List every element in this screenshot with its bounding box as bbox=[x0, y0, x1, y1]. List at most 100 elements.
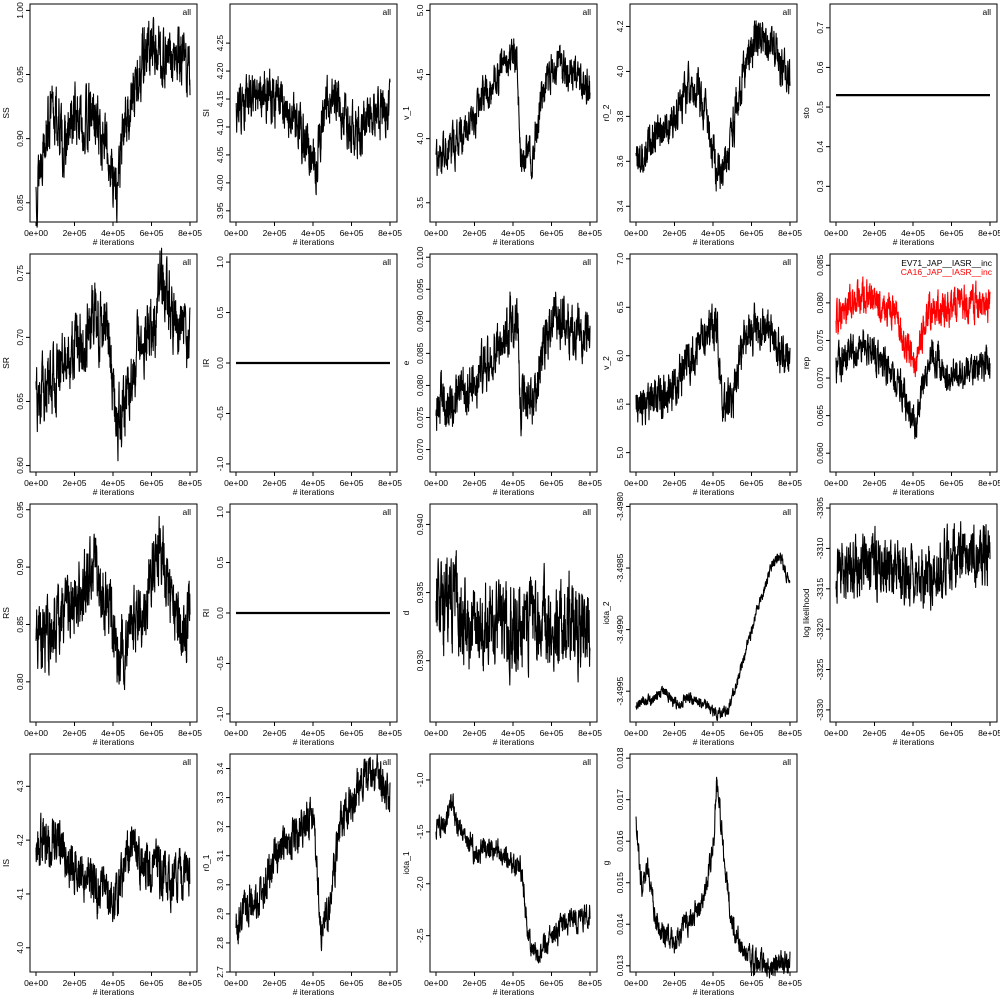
x-tick-label: 2e+05 bbox=[263, 478, 287, 488]
y-tick-label: 0.080 bbox=[415, 375, 425, 397]
x-axis-label: # iterations bbox=[493, 987, 535, 997]
series-line bbox=[635, 20, 791, 192]
x-tick-label: 4e+05 bbox=[901, 228, 925, 238]
y-tick-label: 0.5 bbox=[215, 306, 225, 318]
x-tick-label: 0e+00 bbox=[424, 478, 448, 488]
y-tick-label: 0.7 bbox=[815, 22, 825, 34]
y-tick-label: -3.4985 bbox=[615, 553, 625, 582]
y-tick-label: 0.075 bbox=[815, 330, 825, 352]
x-tick-label: 0e+00 bbox=[624, 728, 648, 738]
y-tick-label: 0.075 bbox=[415, 407, 425, 429]
x-tick-label: 6e+05 bbox=[740, 478, 764, 488]
y-tick-label: -3320 bbox=[815, 618, 825, 640]
y-tick-label: 3.4 bbox=[615, 200, 625, 212]
x-tick-label: 4e+05 bbox=[701, 228, 725, 238]
x-tick-label: 4e+05 bbox=[101, 978, 125, 988]
y-tick-label: 0.095 bbox=[415, 278, 425, 300]
y-tick-label: 4.10 bbox=[215, 118, 225, 135]
y-tick-label: 0.95 bbox=[15, 66, 25, 83]
x-tick-label: 0e+00 bbox=[824, 728, 848, 738]
x-axis-label: # iterations bbox=[293, 737, 335, 747]
panel-tag: all bbox=[182, 757, 191, 767]
y-tick-label: 6.5 bbox=[615, 301, 625, 313]
x-tick-label: 0e+00 bbox=[24, 228, 48, 238]
x-tick-label: 8e+05 bbox=[178, 978, 202, 988]
trace-panel-ss: 0e+00 2e+05 4e+05 6e+05 8e+05 # iterations 0.8… bbox=[1, 2, 202, 247]
x-tick-label: 6e+05 bbox=[140, 728, 164, 738]
x-tick-label: 6e+05 bbox=[540, 228, 564, 238]
trace-panel-rs: 0e+00 2e+05 4e+05 6e+05 8e+05 # iterations 0.8… bbox=[1, 501, 202, 747]
x-tick-label: 4e+05 bbox=[701, 728, 725, 738]
trace-panel-r0-2: 0e+00 2e+05 4e+05 6e+05 8e+05 # iterations 3.4… bbox=[601, 3, 802, 247]
y-axis-label: log likelihood bbox=[801, 588, 811, 637]
y-axis-label: r0_2 bbox=[601, 104, 611, 121]
x-tick-label: 2e+05 bbox=[663, 478, 687, 488]
panel-tag: all bbox=[782, 757, 791, 767]
y-tick-label: 3.95 bbox=[215, 202, 225, 219]
y-tick-label: 2.7 bbox=[215, 966, 225, 978]
trace-panel-v-2: 0e+00 2e+05 4e+05 6e+05 8e+05 # iterations 5.0… bbox=[601, 253, 802, 497]
x-tick-label: 2e+05 bbox=[63, 728, 87, 738]
x-tick-label: 2e+05 bbox=[463, 228, 487, 238]
series-line bbox=[35, 16, 191, 228]
x-tick-label: 8e+05 bbox=[778, 728, 802, 738]
y-tick-label: -3325 bbox=[815, 658, 825, 680]
trace-panel-rep: 0e+00 2e+05 4e+05 6e+05 8e+05 # iterations 0.0… bbox=[801, 253, 1000, 497]
y-tick-label: -0.5 bbox=[215, 656, 225, 671]
x-axis-label: # iterations bbox=[93, 987, 135, 997]
x-tick-label: 2e+05 bbox=[63, 978, 87, 988]
trace-panel-v-1: 0e+00 2e+05 4e+05 6e+05 8e+05 # iterations 3.5… bbox=[401, 3, 602, 247]
y-tick-label: 0.085 bbox=[415, 342, 425, 364]
x-tick-label: 6e+05 bbox=[740, 228, 764, 238]
x-tick-label: 8e+05 bbox=[578, 728, 602, 738]
y-axis-label: r0_1 bbox=[201, 854, 211, 871]
x-tick-label: 6e+05 bbox=[340, 478, 364, 488]
x-tick-label: 0e+00 bbox=[224, 478, 248, 488]
x-tick-label: 4e+05 bbox=[501, 478, 525, 488]
y-tick-label: 1.00 bbox=[15, 2, 25, 19]
x-tick-label: 8e+05 bbox=[978, 728, 1000, 738]
y-tick-label: -1.5 bbox=[415, 824, 425, 839]
y-tick-label: 4.0 bbox=[415, 132, 425, 144]
x-axis-label: # iterations bbox=[93, 237, 135, 247]
y-tick-label: 0.016 bbox=[615, 830, 625, 852]
y-axis-label: IS bbox=[1, 859, 11, 867]
y-tick-label: -1.0 bbox=[215, 706, 225, 721]
x-tick-label: 6e+05 bbox=[140, 978, 164, 988]
x-axis-label: # iterations bbox=[293, 987, 335, 997]
plot-frame bbox=[829, 3, 998, 223]
x-tick-label: 8e+05 bbox=[978, 228, 1000, 238]
panel-tag: all bbox=[382, 507, 391, 517]
trace-panel-log-likelihood: 0e+00 2e+05 4e+05 6e+05 8e+05 # iterations -33… bbox=[801, 497, 1000, 747]
x-tick-label: 2e+05 bbox=[663, 978, 687, 988]
panel-tag: all bbox=[582, 7, 591, 17]
legend-entry: CA16_JAP__IASR__inc bbox=[901, 267, 993, 277]
y-tick-label: 0.85 bbox=[15, 616, 25, 633]
y-tick-label: 0.013 bbox=[615, 955, 625, 977]
panel-tag: all bbox=[782, 7, 791, 17]
y-tick-label: 0.060 bbox=[815, 442, 825, 464]
y-tick-label: 0.70 bbox=[15, 329, 25, 346]
x-tick-label: 4e+05 bbox=[901, 478, 925, 488]
series-line bbox=[235, 753, 391, 952]
y-tick-label: 0.017 bbox=[615, 789, 625, 811]
series-line bbox=[435, 38, 591, 180]
y-tick-label: 0.070 bbox=[415, 439, 425, 461]
y-tick-label: -3315 bbox=[815, 578, 825, 600]
x-tick-label: 0e+00 bbox=[624, 228, 648, 238]
panel-tag: all bbox=[182, 507, 191, 517]
y-tick-label: 0.0 bbox=[215, 607, 225, 619]
x-axis-label: # iterations bbox=[693, 237, 735, 247]
x-tick-label: 2e+05 bbox=[463, 478, 487, 488]
plot-frame bbox=[429, 253, 598, 473]
y-axis-label: d bbox=[401, 610, 411, 615]
x-tick-label: 8e+05 bbox=[178, 728, 202, 738]
series-line bbox=[635, 302, 791, 426]
series-line-ca16-jap-iasr-inc bbox=[835, 276, 991, 378]
x-tick-label: 2e+05 bbox=[263, 728, 287, 738]
y-tick-label: 0.065 bbox=[815, 405, 825, 427]
x-tick-label: 0e+00 bbox=[424, 978, 448, 988]
y-tick-label: 0.930 bbox=[415, 650, 425, 672]
x-tick-label: 0e+00 bbox=[624, 978, 648, 988]
y-tick-label: 2.9 bbox=[215, 908, 225, 920]
